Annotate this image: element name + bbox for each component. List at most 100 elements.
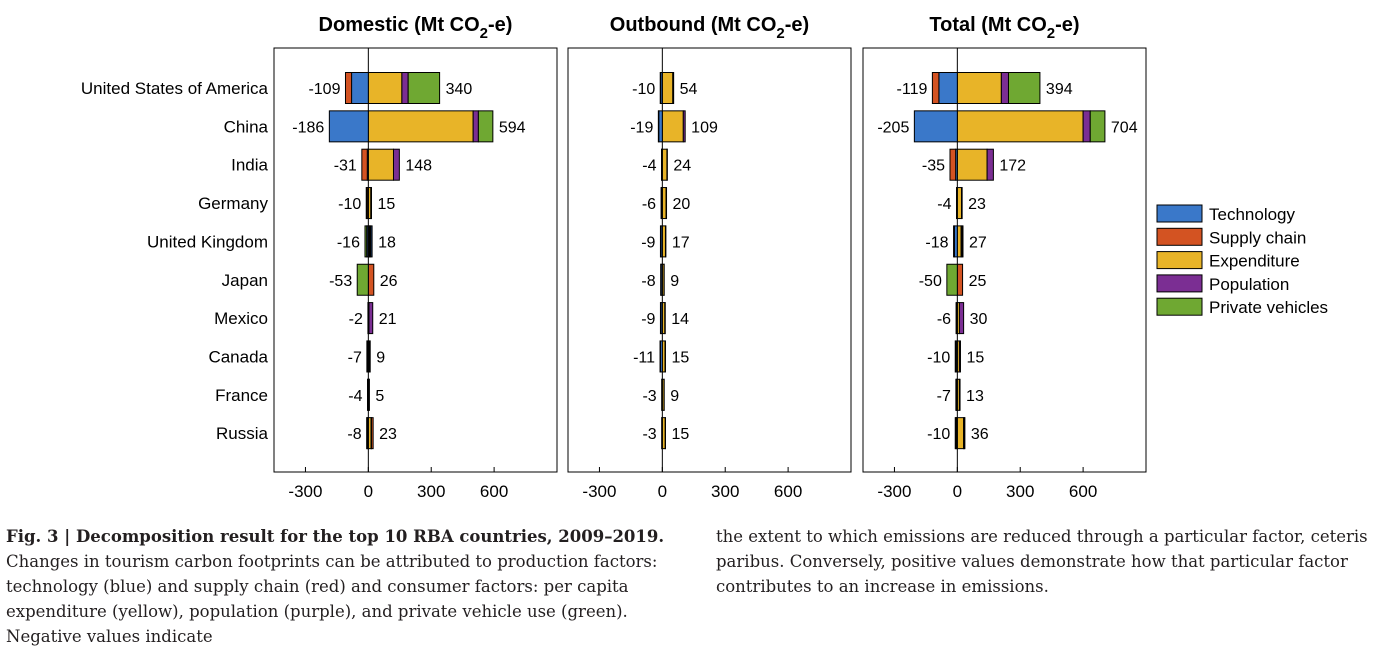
x-tick-label-1-1: 0	[658, 482, 667, 501]
pos-total-label-0-7: 9	[376, 349, 385, 366]
bar-0-5-neg-private-vehicles	[357, 264, 368, 295]
bar-2-0-neg-technology	[939, 73, 957, 104]
bar-2-4-neg-supply-chain	[954, 226, 955, 257]
bar-2-0-pos-population	[1001, 73, 1008, 104]
bar-1-1-neg-technology	[659, 111, 663, 142]
neg-total-label-0-2: -31	[334, 158, 357, 175]
neg-total-label-2-7: -10	[927, 349, 950, 366]
legend-swatch-supply-chain	[1157, 228, 1202, 245]
pos-total-label-0-2: 148	[405, 158, 432, 175]
neg-total-label-0-3: -10	[338, 196, 361, 213]
neg-total-label-1-0: -10	[632, 81, 655, 98]
legend-label-technology: Technology	[1209, 205, 1296, 224]
bar-2-2-pos-expenditure	[957, 149, 987, 180]
neg-total-label-2-6: -6	[937, 311, 951, 328]
bar-2-4-pos-private-vehicles	[962, 226, 963, 257]
x-tick-label-1-0: -300	[582, 482, 616, 501]
neg-total-label-2-3: -4	[937, 196, 951, 213]
bar-0-1-pos-expenditure	[368, 111, 473, 142]
pos-total-label-1-0: 54	[680, 81, 698, 98]
bar-2-6-pos-population	[959, 303, 963, 334]
bar-2-3-pos-expenditure	[957, 188, 961, 219]
pos-total-label-2-3: 23	[968, 196, 986, 213]
panel-title-0: Domestic (Mt CO2-e)	[319, 14, 513, 42]
pos-total-label-0-6: 21	[379, 311, 397, 328]
neg-total-label-1-3: -6	[642, 196, 656, 213]
neg-total-label-2-9: -10	[927, 426, 950, 443]
neg-total-label-0-8: -4	[348, 388, 362, 405]
bar-0-0-pos-population	[402, 73, 408, 104]
pos-total-label-1-1: 109	[691, 119, 718, 136]
pos-total-label-2-1: 704	[1111, 119, 1138, 136]
x-tick-label-0-2: 300	[417, 482, 445, 501]
neg-total-label-0-7: -7	[348, 349, 362, 366]
bar-1-0-pos-population	[673, 73, 674, 104]
category-label-0: United States of America	[81, 79, 269, 98]
bar-0-6-pos-population	[369, 303, 373, 334]
legend-swatch-population	[1157, 275, 1202, 292]
bar-0-9-neg-private-vehicles	[367, 418, 368, 449]
pos-total-label-1-6: 14	[671, 311, 689, 328]
x-tick-label-1-2: 300	[711, 482, 739, 501]
bar-2-0-pos-private-vehicles	[1008, 73, 1039, 104]
bar-2-9-pos-supply-chain	[964, 418, 965, 449]
neg-total-label-1-1: -19	[630, 119, 653, 136]
figure-label: Fig. 3 | Decomposition result for the to…	[6, 527, 664, 546]
bar-1-1-pos-population	[683, 111, 685, 142]
bar-1-2-pos-expenditure	[662, 149, 667, 180]
neg-total-label-0-0: -109	[308, 81, 340, 98]
category-label-7: Canada	[208, 347, 268, 366]
chart: United States of America China India German…	[0, 0, 1396, 515]
x-tick-label-1-3: 600	[774, 482, 802, 501]
neg-total-label-2-5: -50	[919, 273, 942, 290]
bar-2-7-pos-population	[959, 341, 960, 372]
figure-caption-left: Fig. 3 | Decomposition result for the to…	[6, 524, 686, 649]
category-label-2: India	[231, 156, 268, 175]
category-label-3: Germany	[198, 194, 268, 213]
neg-total-label-2-2: -35	[922, 158, 945, 175]
legend-label-expenditure: Expenditure	[1209, 252, 1300, 271]
bar-0-2-pos-population	[393, 149, 399, 180]
pos-total-label-2-6: 30	[970, 311, 988, 328]
bar-0-0-pos-expenditure	[368, 73, 402, 104]
legend-swatch-expenditure	[1157, 252, 1202, 269]
bar-2-9-pos-expenditure	[957, 418, 963, 449]
bar-2-6-neg-supply-chain	[956, 303, 957, 334]
neg-total-label-1-6: -9	[641, 311, 655, 328]
pos-total-label-0-4: 18	[378, 234, 396, 251]
legend-label-population: Population	[1209, 275, 1289, 294]
neg-total-label-0-1: -186	[292, 119, 324, 136]
category-label-1: China	[224, 117, 269, 136]
pos-total-label-2-7: 15	[966, 349, 984, 366]
pos-total-label-1-5: 9	[670, 273, 679, 290]
x-tick-label-2-2: 300	[1006, 482, 1034, 501]
bar-2-8-pos-population	[959, 379, 960, 410]
pos-total-label-2-8: 13	[966, 388, 984, 405]
bar-0-1-pos-population	[473, 111, 478, 142]
pos-total-label-0-3: 15	[377, 196, 395, 213]
bar-2-4-pos-expenditure	[957, 226, 961, 257]
neg-total-label-1-8: -3	[642, 388, 656, 405]
x-tick-label-0-3: 600	[480, 482, 508, 501]
neg-total-label-1-9: -3	[642, 426, 656, 443]
x-tick-label-0-0: -300	[288, 482, 322, 501]
neg-total-label-0-4: -16	[337, 234, 360, 251]
bar-2-5-neg-private-vehicles	[947, 264, 957, 295]
bar-0-5-pos-supply-chain	[368, 264, 373, 295]
neg-total-label-2-4: -18	[925, 234, 948, 251]
pos-total-label-0-8: 5	[375, 388, 384, 405]
panel-title-2: Total (Mt CO2-e)	[929, 14, 1079, 42]
bar-2-1-pos-private-vehicles	[1090, 111, 1105, 142]
category-label-8: France	[215, 386, 268, 405]
bar-0-1-neg-technology	[329, 111, 368, 142]
bar-2-1-neg-technology	[914, 111, 957, 142]
bar-0-4-pos-technology	[371, 226, 372, 257]
pos-total-label-0-0: 340	[446, 81, 473, 98]
bar-2-2-neg-supply-chain	[950, 149, 956, 180]
neg-total-label-2-0: -119	[897, 81, 928, 98]
bar-2-0-pos-expenditure	[957, 73, 1001, 104]
neg-total-label-1-2: -4	[642, 158, 656, 175]
category-label-5: Japan	[222, 271, 268, 290]
category-label-4: United Kingdom	[147, 232, 268, 251]
bar-0-9-pos-supply-chain	[371, 418, 373, 449]
